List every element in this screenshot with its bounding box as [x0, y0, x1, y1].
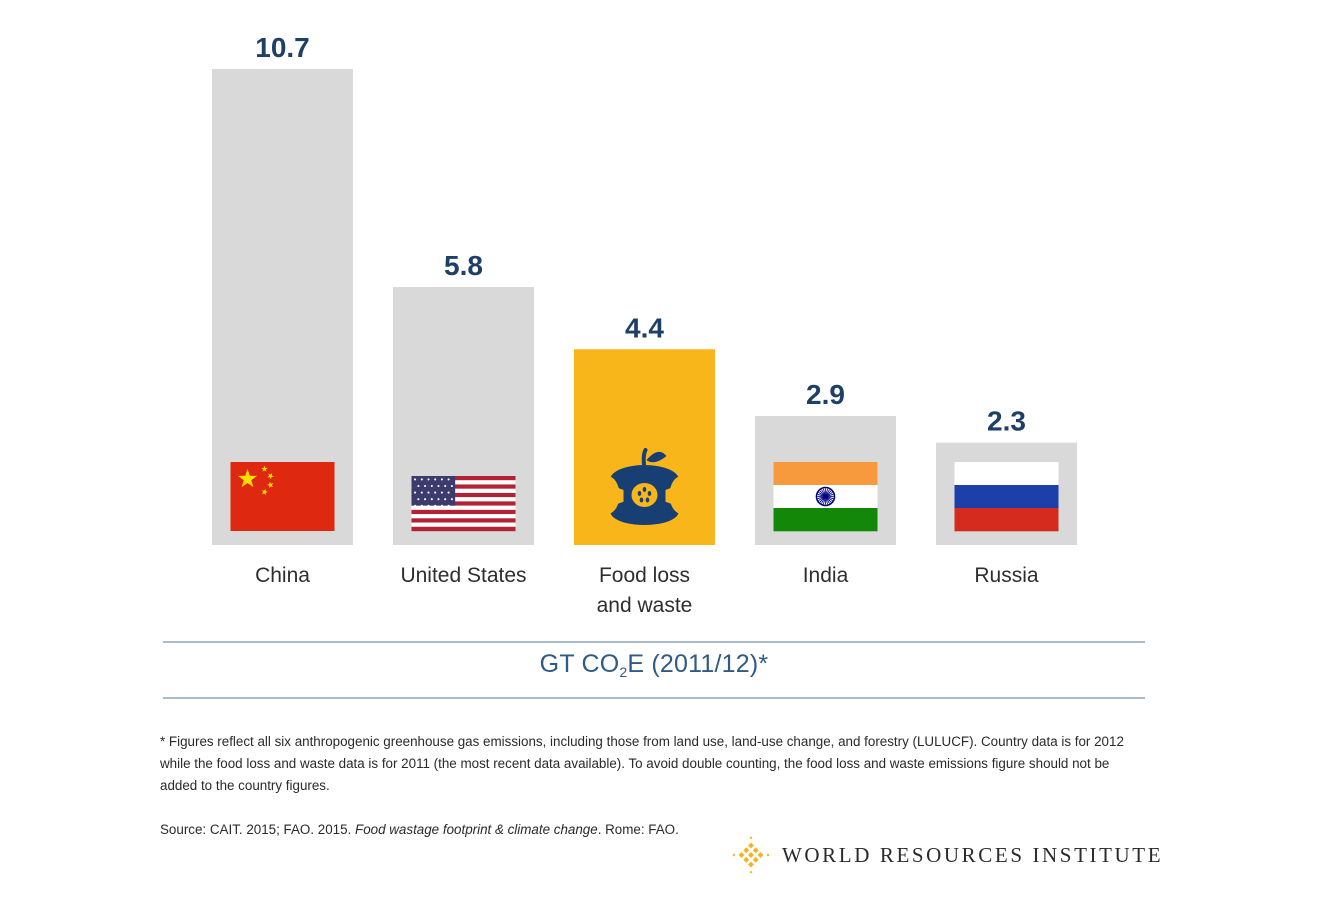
- logo-diamond: [752, 847, 759, 854]
- source-prefix: Source: CAIT. 2015; FAO. 2015.: [160, 822, 356, 837]
- logo-diamond: [732, 853, 736, 857]
- unit-label: GT CO2E (2011/12)*: [163, 650, 1145, 680]
- category-label-line: United States: [400, 564, 526, 587]
- value-label-india: 2.9: [806, 379, 845, 410]
- category-label-line: Food loss: [599, 564, 690, 587]
- china-flag-icon: [230, 462, 335, 531]
- logo-diamond: [743, 847, 750, 854]
- source-line: Source: CAIT. 2015; FAO. 2015. Food wast…: [160, 822, 679, 837]
- value-label-russia: 2.3: [987, 406, 1026, 437]
- logo-diamond: [752, 856, 759, 863]
- logo-diamond: [748, 861, 754, 868]
- category-label-united-states: United States: [400, 564, 526, 587]
- apple-core-icon: [595, 448, 694, 525]
- logo-diamond: [743, 856, 750, 863]
- category-label-line: Russia: [974, 564, 1039, 587]
- category-label-line: China: [255, 564, 310, 587]
- logo-diamond: [738, 852, 745, 858]
- india-flag-icon: [773, 462, 878, 532]
- logo-diamond: [757, 852, 764, 858]
- category-label-line: and waste: [597, 594, 693, 617]
- category-label-line: India: [803, 564, 849, 587]
- logo-diamond: [749, 870, 753, 874]
- category-label-china: China: [255, 564, 310, 587]
- russia-flag-icon: [954, 462, 1059, 532]
- logo-diamond: [749, 836, 753, 840]
- us-flag-icon: [411, 476, 516, 532]
- bar-chart: 10.7 China 5.8 United States 4.4 Food loss and…: [212, 32, 1077, 617]
- source-title: Food wastage footprint & climate change: [355, 822, 598, 837]
- value-label-china: 10.7: [255, 32, 310, 63]
- category-label-food-loss-and-waste: Food loss and waste: [597, 564, 693, 617]
- value-label-food-loss-and-waste: 4.4: [625, 312, 664, 343]
- unit-label-suffix: E (2011/12)*: [627, 650, 769, 678]
- bottom-divider: [163, 697, 1145, 699]
- footnote: * Figures reflect all six anthropogenic …: [160, 734, 1124, 793]
- brand-name: WORLD RESOURCES INSTITUTE: [782, 842, 1164, 867]
- logo-diamond: [748, 852, 754, 858]
- logo-diamond: [748, 842, 754, 849]
- category-label-india: India: [803, 564, 849, 587]
- brand: WORLD RESOURCES INSTITUTE: [732, 835, 1163, 875]
- unit-label-subscript: 2: [619, 664, 628, 680]
- top-divider: [163, 641, 1145, 643]
- logo-diamond: [766, 853, 770, 857]
- wri-logo-icon: [732, 836, 770, 874]
- unit-label-prefix: GT CO: [539, 650, 620, 678]
- source-suffix: . Rome: FAO.: [597, 822, 679, 837]
- category-label-russia: Russia: [974, 564, 1039, 587]
- value-label-united-states: 5.8: [444, 250, 483, 281]
